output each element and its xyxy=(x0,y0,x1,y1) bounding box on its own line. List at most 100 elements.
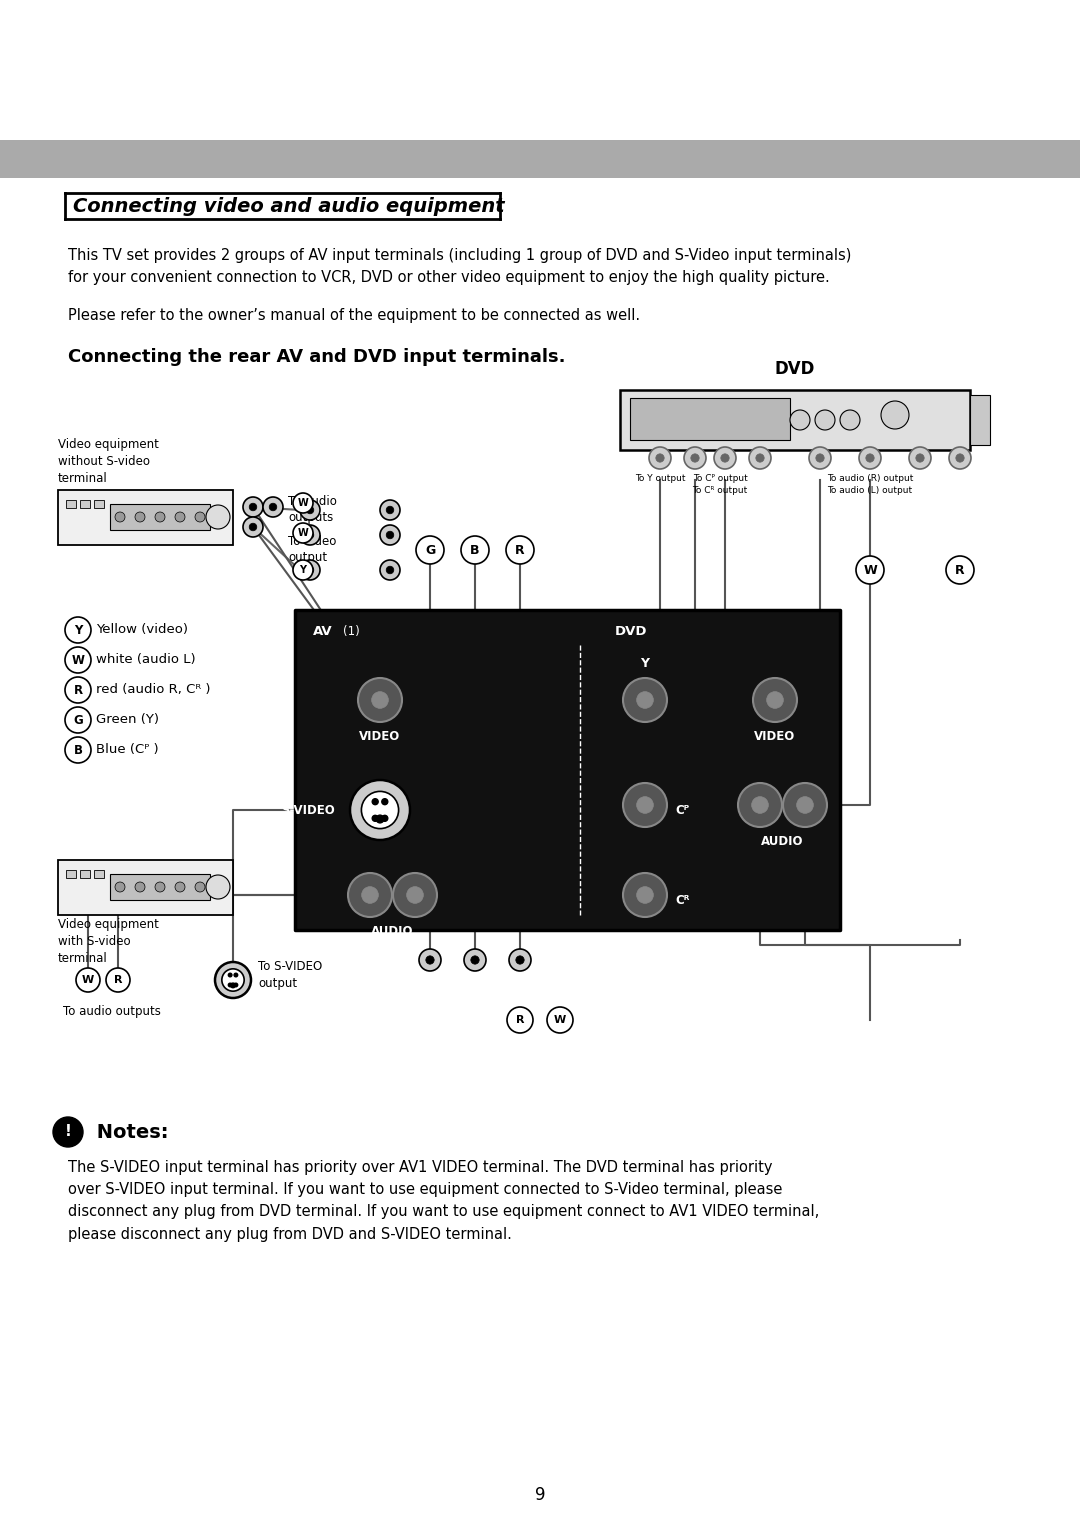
Text: W: W xyxy=(298,498,309,508)
Text: Y: Y xyxy=(73,623,82,637)
Bar xyxy=(0,140,1080,179)
Circle shape xyxy=(416,536,444,563)
Circle shape xyxy=(767,692,783,709)
Text: AUDIO: AUDIO xyxy=(372,925,414,938)
Circle shape xyxy=(516,956,524,964)
Bar xyxy=(110,873,210,899)
Circle shape xyxy=(307,531,314,539)
Text: VIDEO: VIDEO xyxy=(754,730,796,744)
Bar xyxy=(620,389,970,450)
Circle shape xyxy=(65,707,91,733)
Circle shape xyxy=(65,738,91,764)
Text: B: B xyxy=(470,544,480,556)
Circle shape xyxy=(307,567,314,574)
Bar xyxy=(66,499,76,508)
Circle shape xyxy=(135,883,145,892)
Text: Cᴾ: Cᴾ xyxy=(675,803,689,817)
Text: Green (Y): Green (Y) xyxy=(96,713,159,727)
Text: Yellow (video): Yellow (video) xyxy=(96,623,188,637)
Text: W: W xyxy=(82,976,94,985)
Text: W: W xyxy=(863,563,877,577)
Circle shape xyxy=(507,536,534,563)
Circle shape xyxy=(373,815,378,822)
Circle shape xyxy=(789,411,810,431)
Circle shape xyxy=(376,815,383,823)
Circle shape xyxy=(949,447,971,469)
Text: AUDIO: AUDIO xyxy=(761,835,804,847)
Text: Please refer to the owner’s manual of the equipment to be connected as well.: Please refer to the owner’s manual of th… xyxy=(68,308,640,324)
Bar xyxy=(94,870,104,878)
Circle shape xyxy=(393,873,437,918)
Text: Y: Y xyxy=(299,565,307,576)
Circle shape xyxy=(509,948,531,971)
Text: DVD: DVD xyxy=(774,360,815,379)
Circle shape xyxy=(269,504,276,512)
Circle shape xyxy=(556,1015,564,1025)
Circle shape xyxy=(293,560,313,580)
Text: white (audio L): white (audio L) xyxy=(96,654,195,666)
Text: red (audio R, Cᴿ ): red (audio R, Cᴿ ) xyxy=(96,684,211,696)
Circle shape xyxy=(135,512,145,522)
Circle shape xyxy=(756,454,765,463)
Circle shape xyxy=(380,560,400,580)
Circle shape xyxy=(175,512,185,522)
Circle shape xyxy=(249,524,257,531)
Circle shape xyxy=(797,797,813,814)
Text: W: W xyxy=(554,1015,566,1025)
Text: Video equipment
without S-video
terminal: Video equipment without S-video terminal xyxy=(58,438,159,486)
Text: B: B xyxy=(73,744,82,756)
Circle shape xyxy=(372,692,389,709)
Bar xyxy=(630,399,789,440)
Circle shape xyxy=(426,956,434,964)
Circle shape xyxy=(357,678,402,722)
Circle shape xyxy=(471,956,480,964)
Circle shape xyxy=(382,815,388,822)
Text: To audio (R) output: To audio (R) output xyxy=(827,473,914,483)
Text: W: W xyxy=(298,528,309,538)
Text: DVD: DVD xyxy=(615,625,648,638)
Circle shape xyxy=(175,883,185,892)
Circle shape xyxy=(750,447,771,469)
Circle shape xyxy=(215,962,251,999)
Circle shape xyxy=(783,783,827,828)
Text: Video equipment
with S-video
terminal: Video equipment with S-video terminal xyxy=(58,918,159,965)
Circle shape xyxy=(243,518,264,538)
Circle shape xyxy=(815,454,824,463)
Circle shape xyxy=(720,454,729,463)
Bar xyxy=(94,499,104,508)
Circle shape xyxy=(228,983,232,986)
Circle shape xyxy=(76,968,100,993)
Circle shape xyxy=(881,402,909,429)
Text: R: R xyxy=(516,1015,524,1025)
Text: To S-VIDEO
output: To S-VIDEO output xyxy=(258,960,322,989)
Circle shape xyxy=(753,678,797,722)
Circle shape xyxy=(300,560,320,580)
Circle shape xyxy=(380,525,400,545)
Circle shape xyxy=(623,873,667,918)
Circle shape xyxy=(546,1006,573,1032)
Text: To video
output: To video output xyxy=(288,534,336,565)
Circle shape xyxy=(293,493,313,513)
Circle shape xyxy=(206,505,230,528)
Text: G: G xyxy=(73,713,83,727)
Bar xyxy=(295,609,840,930)
Bar xyxy=(970,395,990,444)
Circle shape xyxy=(714,447,735,469)
Circle shape xyxy=(509,1009,531,1031)
Text: To Y output: To Y output xyxy=(635,473,685,483)
Circle shape xyxy=(507,1006,534,1032)
Circle shape xyxy=(752,797,768,814)
Circle shape xyxy=(856,556,885,583)
Circle shape xyxy=(65,676,91,702)
Circle shape xyxy=(387,531,394,539)
Text: To Cᴿ output: To Cᴿ output xyxy=(692,486,747,495)
Text: Connecting the rear AV and DVD input terminals.: Connecting the rear AV and DVD input ter… xyxy=(68,348,566,366)
Text: Connecting video and audio equipment: Connecting video and audio equipment xyxy=(73,197,504,217)
Circle shape xyxy=(106,968,130,993)
Circle shape xyxy=(656,454,664,463)
Circle shape xyxy=(809,447,831,469)
Bar xyxy=(66,870,76,878)
Circle shape xyxy=(815,411,835,431)
Circle shape xyxy=(249,504,257,512)
Circle shape xyxy=(461,536,489,563)
